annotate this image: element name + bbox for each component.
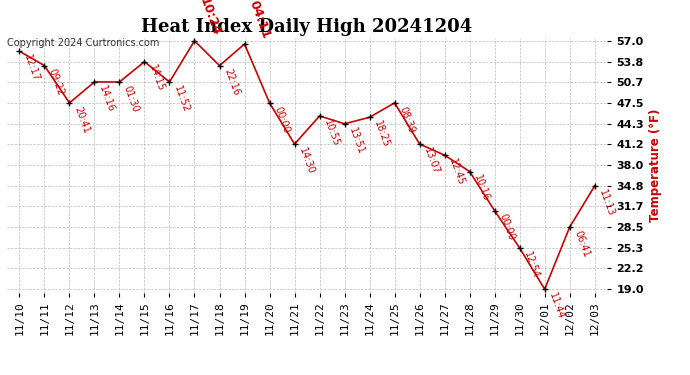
Text: 14:16: 14:16 <box>97 84 116 113</box>
Text: 06:41: 06:41 <box>572 229 591 259</box>
Text: 12:45: 12:45 <box>447 157 466 187</box>
Text: 11:13: 11:13 <box>598 188 616 218</box>
Y-axis label: Temperature (°F): Temperature (°F) <box>649 108 662 222</box>
Text: 12:17: 12:17 <box>22 53 41 83</box>
Text: 10:24: 10:24 <box>197 0 223 38</box>
Text: 20:41: 20:41 <box>72 105 91 135</box>
Text: 22:16: 22:16 <box>222 68 241 97</box>
Text: 00:00: 00:00 <box>497 213 516 242</box>
Text: Copyright 2024 Curtronics.com: Copyright 2024 Curtronics.com <box>7 38 159 48</box>
Text: 11:44: 11:44 <box>547 291 566 321</box>
Text: 10:16: 10:16 <box>472 174 491 203</box>
Text: 08:39: 08:39 <box>397 105 416 134</box>
Text: 09:22: 09:22 <box>47 68 66 97</box>
Text: 00:00: 00:00 <box>272 105 291 134</box>
Text: 12:54: 12:54 <box>522 250 541 280</box>
Text: 14:30: 14:30 <box>297 146 316 176</box>
Text: 13:51: 13:51 <box>347 126 366 155</box>
Text: 18:25: 18:25 <box>372 119 391 149</box>
Text: 01:30: 01:30 <box>122 84 141 113</box>
Text: 14:15: 14:15 <box>147 64 166 93</box>
Text: 13:07: 13:07 <box>422 146 441 176</box>
Text: 04:11: 04:11 <box>247 0 273 41</box>
Text: 10:55: 10:55 <box>322 118 341 148</box>
Text: 11:52: 11:52 <box>172 84 191 114</box>
Title: Heat Index Daily High 20241204: Heat Index Daily High 20241204 <box>141 18 473 36</box>
